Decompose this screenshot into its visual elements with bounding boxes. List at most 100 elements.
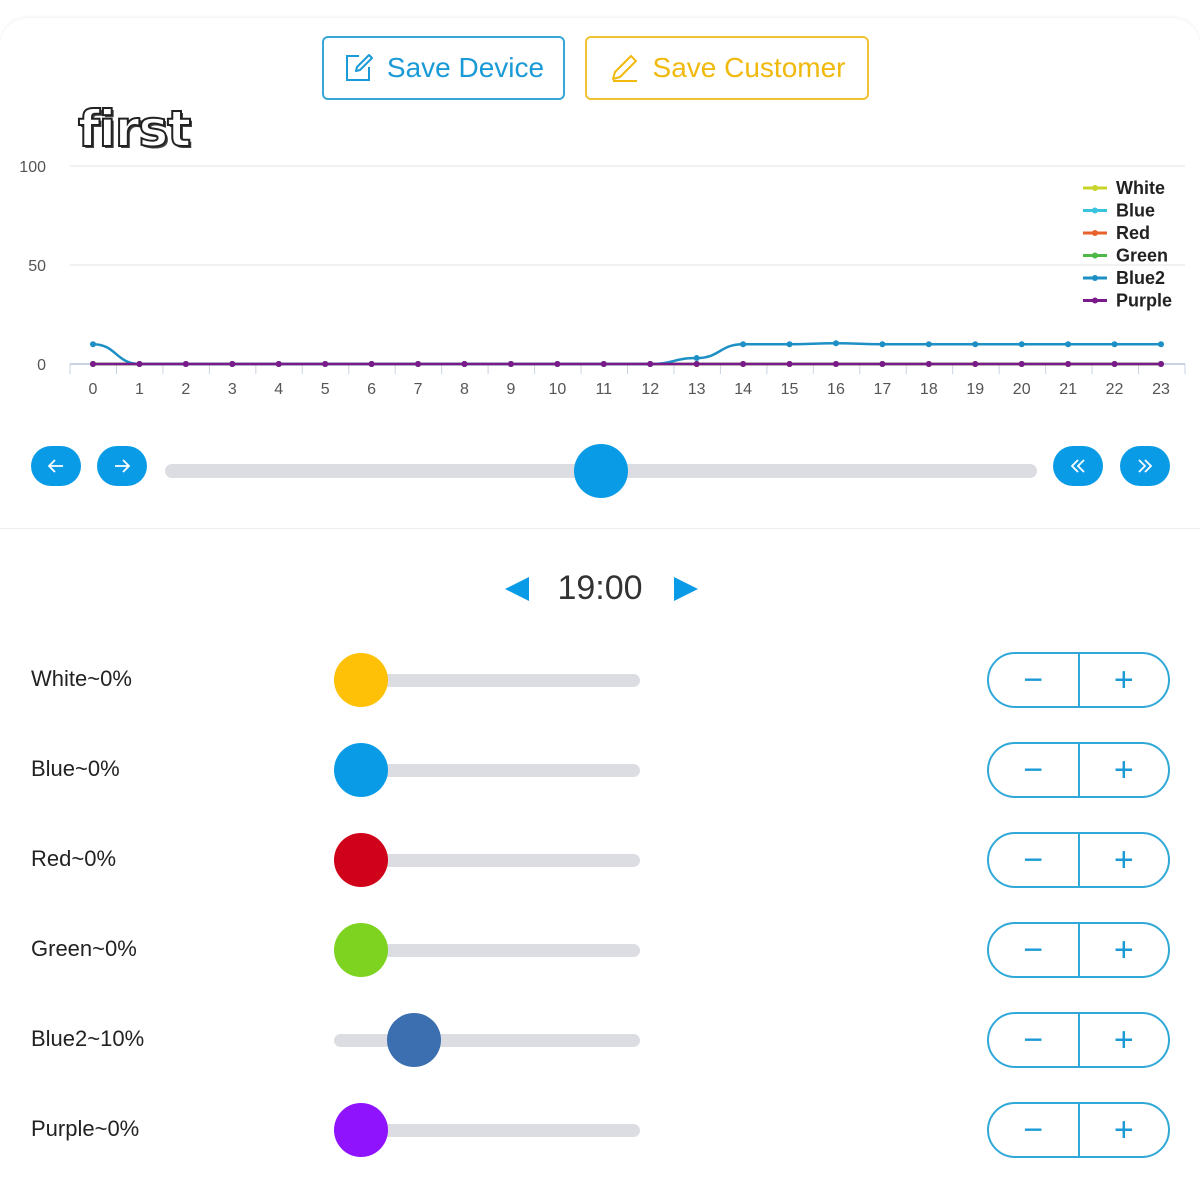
data-point-purple bbox=[1065, 361, 1072, 367]
decrease-button[interactable]: − bbox=[1023, 840, 1044, 879]
data-point-blue2 bbox=[972, 341, 979, 348]
data-point-purple bbox=[740, 361, 747, 367]
channel-slider-track[interactable] bbox=[334, 674, 640, 687]
step-back-button[interactable] bbox=[31, 446, 81, 486]
x-tick-label: 16 bbox=[827, 381, 845, 398]
legend-marker-blue bbox=[1092, 207, 1098, 214]
double-chevron-right-icon bbox=[1138, 459, 1153, 473]
data-point-purple bbox=[461, 361, 468, 367]
data-point-purple bbox=[90, 361, 96, 367]
data-point-purple bbox=[229, 361, 236, 367]
fast-forward-button[interactable] bbox=[1120, 446, 1170, 486]
data-point-purple bbox=[1018, 361, 1025, 367]
channel-slider-track[interactable] bbox=[334, 944, 640, 957]
channel-slider-thumb[interactable] bbox=[334, 833, 388, 887]
increase-button[interactable]: + bbox=[1113, 660, 1134, 699]
channel-row: Blue2~10% − + bbox=[0, 1010, 1200, 1070]
timeline-slider-thumb[interactable] bbox=[574, 444, 628, 498]
channel-stepper: − + bbox=[987, 922, 1170, 978]
channel-slider-thumb[interactable] bbox=[386, 1013, 441, 1067]
x-tick-label: 12 bbox=[641, 381, 659, 398]
x-tick-label: 19 bbox=[966, 381, 984, 398]
data-point-blue2 bbox=[1018, 341, 1025, 348]
time-display: 19:00 bbox=[557, 569, 643, 607]
channel-row: Green~0% − + bbox=[0, 920, 1200, 980]
increase-button[interactable]: + bbox=[1113, 750, 1134, 789]
section-divider bbox=[0, 528, 1200, 529]
data-point-blue2 bbox=[1158, 341, 1164, 348]
chart-card bbox=[0, 18, 1200, 528]
x-tick-label: 3 bbox=[228, 381, 237, 398]
channel-slider-track[interactable] bbox=[334, 764, 640, 777]
arrow-right-icon bbox=[115, 459, 131, 473]
y-tick-label: 50 bbox=[28, 258, 46, 275]
data-point-purple bbox=[693, 361, 700, 367]
increase-button[interactable]: + bbox=[1113, 1110, 1134, 1149]
channel-label: Blue2~10% bbox=[31, 1026, 145, 1051]
data-point-purple bbox=[786, 361, 793, 367]
channel-slider-thumb[interactable] bbox=[334, 923, 388, 977]
fast-back-button[interactable] bbox=[1053, 446, 1103, 486]
channel-row: White~0% − + bbox=[0, 650, 1200, 710]
legend-label-blue2: Blue2 bbox=[1116, 268, 1165, 288]
data-point-purple bbox=[925, 361, 932, 367]
increase-button[interactable]: + bbox=[1113, 930, 1134, 969]
x-tick-label: 6 bbox=[367, 381, 376, 398]
decrease-button[interactable]: − bbox=[1023, 660, 1044, 699]
data-point-purple bbox=[879, 361, 886, 367]
pencil-icon bbox=[611, 55, 637, 82]
channel-row: Blue~0% − + bbox=[0, 740, 1200, 800]
decrease-button[interactable]: − bbox=[1023, 1020, 1044, 1059]
channel-slider-thumb[interactable] bbox=[334, 743, 388, 797]
save-device-button[interactable]: Save Device bbox=[322, 36, 565, 100]
x-tick-label: 15 bbox=[781, 381, 799, 398]
step-forward-button[interactable] bbox=[97, 446, 147, 486]
stepper-divider bbox=[1077, 924, 1080, 976]
x-tick-label: 1 bbox=[135, 381, 144, 398]
legend-marker-green bbox=[1092, 252, 1098, 259]
data-point-blue2 bbox=[786, 341, 793, 348]
data-point-blue2 bbox=[90, 341, 96, 348]
save-customer-button[interactable]: Save Customer bbox=[585, 36, 869, 100]
x-tick-label: 11 bbox=[595, 381, 612, 398]
channel-label: White~0% bbox=[31, 666, 132, 691]
channel-slider-track[interactable] bbox=[334, 1124, 640, 1137]
previous-time-arrow-icon[interactable] bbox=[505, 577, 529, 601]
series-line-blue2 bbox=[92, 341, 1161, 366]
double-chevron-left-icon bbox=[1070, 459, 1085, 473]
x-tick-label: 2 bbox=[181, 381, 190, 398]
next-time-arrow-icon[interactable] bbox=[674, 577, 698, 601]
x-tick-label: 8 bbox=[460, 381, 469, 398]
channel-stepper: − + bbox=[987, 832, 1170, 888]
legend-marker-purple bbox=[1092, 297, 1098, 304]
data-point-purple bbox=[275, 361, 282, 367]
x-tick-label: 10 bbox=[548, 381, 566, 398]
data-point-purple bbox=[507, 361, 514, 367]
channel-slider-track[interactable] bbox=[334, 1034, 640, 1047]
decrease-button[interactable]: − bbox=[1023, 750, 1044, 789]
legend-marker-white bbox=[1092, 185, 1098, 191]
data-point-blue2 bbox=[832, 340, 839, 347]
channel-slider-thumb[interactable] bbox=[334, 1103, 388, 1157]
increase-button[interactable]: + bbox=[1113, 840, 1134, 879]
x-tick-label: 20 bbox=[1013, 381, 1031, 398]
data-point-purple bbox=[600, 361, 607, 367]
decrease-button[interactable]: − bbox=[1023, 930, 1044, 969]
data-point-purple bbox=[647, 361, 654, 367]
channel-label: Red~0% bbox=[31, 846, 117, 871]
data-point-purple bbox=[554, 361, 561, 367]
channel-row: Red~0% − + bbox=[0, 830, 1200, 890]
decrease-button[interactable]: − bbox=[1023, 1110, 1044, 1149]
channel-slider-thumb[interactable] bbox=[334, 653, 388, 707]
stepper-divider bbox=[1077, 744, 1080, 796]
legend-marker-red bbox=[1092, 230, 1098, 236]
channel-slider-track[interactable] bbox=[334, 854, 640, 867]
legend-marker-blue2 bbox=[1092, 275, 1098, 281]
legend-label-blue: Blue bbox=[1116, 201, 1155, 221]
x-tick-label: 4 bbox=[274, 381, 283, 398]
x-tick-label: 23 bbox=[1152, 381, 1170, 398]
x-tick-label: 14 bbox=[734, 381, 752, 398]
increase-button[interactable]: + bbox=[1113, 1020, 1134, 1059]
y-tick-label: 0 bbox=[37, 357, 46, 374]
